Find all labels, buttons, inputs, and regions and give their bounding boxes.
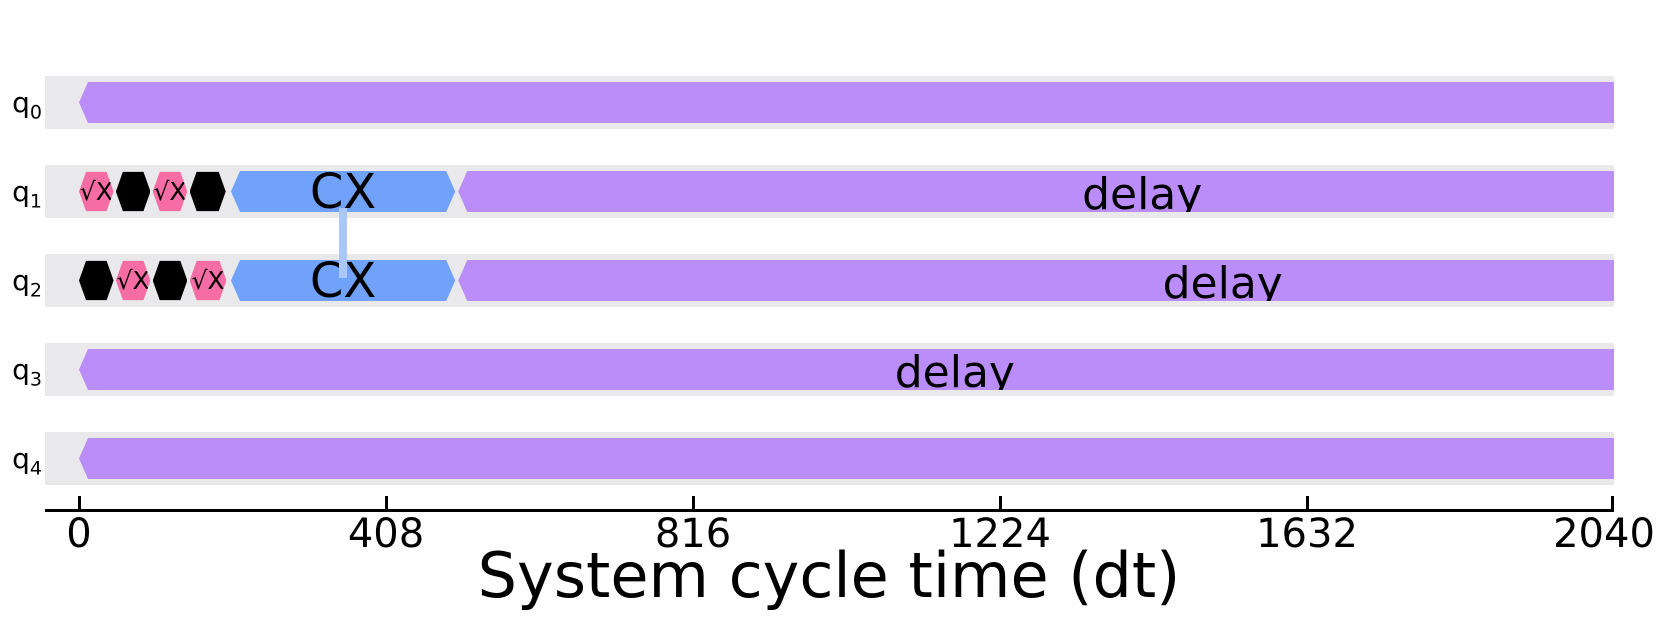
x-tick-label: 816 xyxy=(654,511,732,557)
sx-gate-label: √X xyxy=(153,177,187,206)
x-tick-label: 408 xyxy=(347,511,425,557)
qubit-label-q3: q3 xyxy=(12,352,42,391)
x-tick xyxy=(78,496,81,509)
cx-gate-label: CX xyxy=(309,163,377,220)
sx-gate: √X xyxy=(79,171,114,212)
x-gate xyxy=(153,260,188,301)
delay-bar xyxy=(79,82,1614,123)
delay-bar: delay xyxy=(79,349,1614,390)
sx-gate-label: √X xyxy=(191,266,225,295)
qubit-label-q0: q0 xyxy=(12,85,42,124)
cx-link-line xyxy=(339,208,348,278)
sx-gate-label: √X xyxy=(116,266,150,295)
delay-bar: delay xyxy=(458,260,1614,301)
qubit-label-q4: q4 xyxy=(12,441,42,480)
delay-bar: delay xyxy=(458,171,1614,212)
x-gate xyxy=(116,171,151,212)
sx-gate: √X xyxy=(153,171,188,212)
x-axis-end-tick xyxy=(1611,496,1614,509)
delay-label: delay xyxy=(894,347,1015,398)
x-tick-label: 0 xyxy=(66,511,92,557)
delay-label: delay xyxy=(1082,169,1203,220)
x-tick xyxy=(692,496,695,509)
x-axis-title: System cycle time (dt) xyxy=(477,539,1181,612)
delay-label: delay xyxy=(1162,258,1283,309)
x-axis-line xyxy=(45,509,1614,512)
sx-gate-label: √X xyxy=(79,177,113,206)
x-tick-label: 1632 xyxy=(1256,511,1358,557)
qubit-label-q2: q2 xyxy=(12,263,42,302)
x-tick xyxy=(999,496,1002,509)
x-gate xyxy=(190,171,226,212)
qubit-label-q1: q1 xyxy=(12,174,42,213)
x-tick xyxy=(385,496,388,509)
delay-bar xyxy=(79,438,1614,479)
sx-gate: √X xyxy=(116,260,151,301)
sx-gate: √X xyxy=(190,260,227,301)
x-tick-label: 1224 xyxy=(949,511,1051,557)
cx-bar: CX xyxy=(231,171,455,212)
x-tick-label: 2040 xyxy=(1553,511,1655,557)
x-gate xyxy=(79,260,114,301)
x-tick xyxy=(1306,496,1309,509)
